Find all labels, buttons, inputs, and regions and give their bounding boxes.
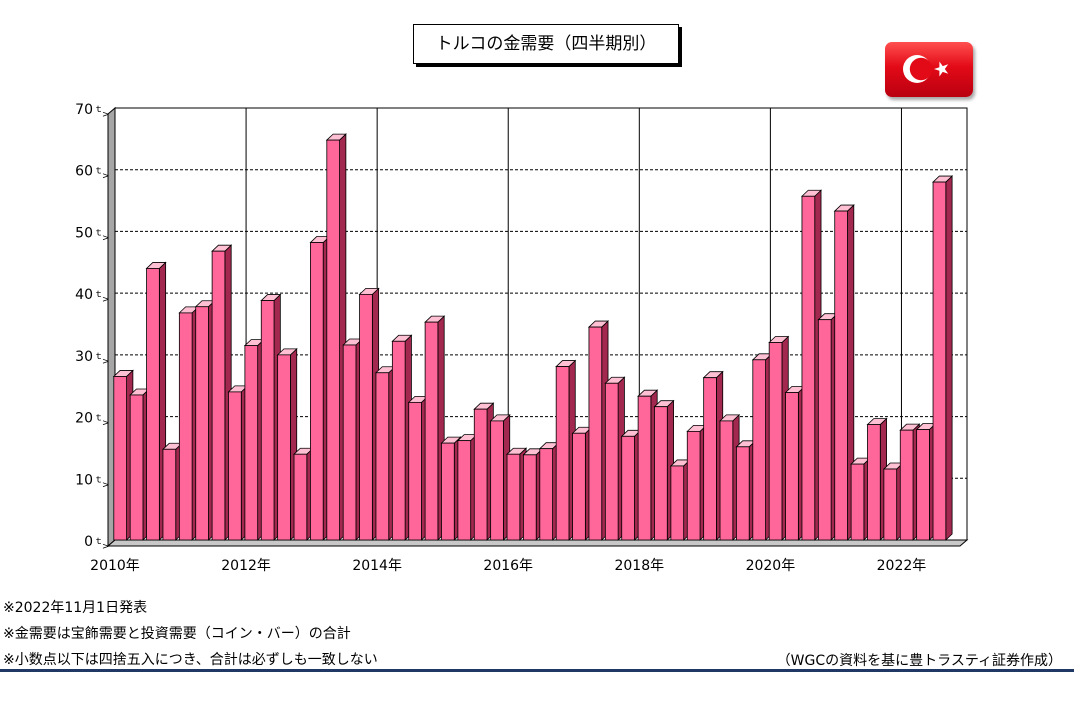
y-tick-unit: ｔ (94, 228, 103, 238)
bar (833, 204, 855, 541)
bar (309, 235, 331, 541)
note-rounding: ※小数点以下は四捨五入につき、合計は必ずしも一致しない (3, 652, 378, 668)
chart-title: トルコの金需要（四半期別） (413, 24, 679, 64)
note-definition: ※金需要は宝飾需要と投資需要（コイン・バー）の合計 (3, 626, 351, 642)
y-tick-label: 0 (84, 534, 93, 550)
x-tick-label: 2020年 (746, 558, 796, 574)
y-tick-unit: ｔ (94, 290, 103, 300)
y-tick-mark: > (102, 233, 110, 243)
turkey-flag-icon (885, 42, 973, 97)
y-tick-unit: ｔ (94, 352, 103, 362)
y-tick-mark: > (102, 295, 110, 305)
y-tick-unit: ｔ (94, 167, 103, 177)
bar (456, 433, 478, 541)
y-axis: 0 ｔ>10 ｔ>20 ｔ>30 ｔ>40 ｔ>50 ｔ>60 ｔ>70 ｔ> (75, 102, 109, 552)
note-release-date: ※2022年11月1日発表 (3, 600, 148, 616)
y-tick-label: 70 (75, 102, 93, 118)
y-tick-mark: > (102, 542, 110, 552)
x-tick-label: 2016年 (483, 558, 533, 574)
chart-floor (106, 539, 969, 547)
y-tick-unit: ｔ (94, 537, 103, 547)
source-credit: （WGCの資料を基に豊トラスティ証券作成） (776, 653, 1062, 669)
x-tick-label: 2012年 (221, 558, 271, 574)
x-tick-label: 2022年 (877, 558, 927, 574)
bar-series (112, 133, 954, 541)
y-tick-mark: > (102, 480, 110, 490)
bar (112, 369, 134, 541)
x-tick-label: 2010年 (90, 558, 140, 574)
bar (669, 459, 691, 541)
bar (604, 376, 626, 541)
y-tick-label: 20 (75, 411, 93, 427)
bar (424, 315, 446, 541)
crescent-star-icon (903, 55, 949, 83)
y-tick-label: 30 (75, 349, 93, 365)
y-tick-mark: > (102, 357, 110, 367)
y-tick-label: 50 (75, 225, 93, 241)
x-axis: 2010年 2012年 2014年 2016年 2018年 2020年 2022年 (90, 558, 926, 574)
bar (784, 385, 806, 541)
x-tick-label: 2014年 (352, 558, 402, 574)
y-tick-mark: > (102, 419, 110, 429)
y-tick-label: 10 (75, 472, 93, 488)
y-tick-mark: > (102, 172, 110, 182)
bar (932, 175, 954, 541)
y-tick-unit: ｔ (94, 475, 103, 485)
bar-chart: 0 ｔ>10 ｔ>20 ｔ>30 ｔ>40 ｔ>50 ｔ>60 ｔ>70 ｔ> 2010年 201… (75, 102, 969, 574)
y-tick-mark: > (102, 110, 110, 120)
y-tick-label: 40 (75, 287, 93, 303)
y-tick-label: 60 (75, 164, 93, 180)
footer-divider (0, 669, 1074, 672)
y-tick-unit: ｔ (94, 105, 103, 115)
x-tick-label: 2018年 (614, 558, 664, 574)
y-tick-unit: ｔ (94, 414, 103, 424)
